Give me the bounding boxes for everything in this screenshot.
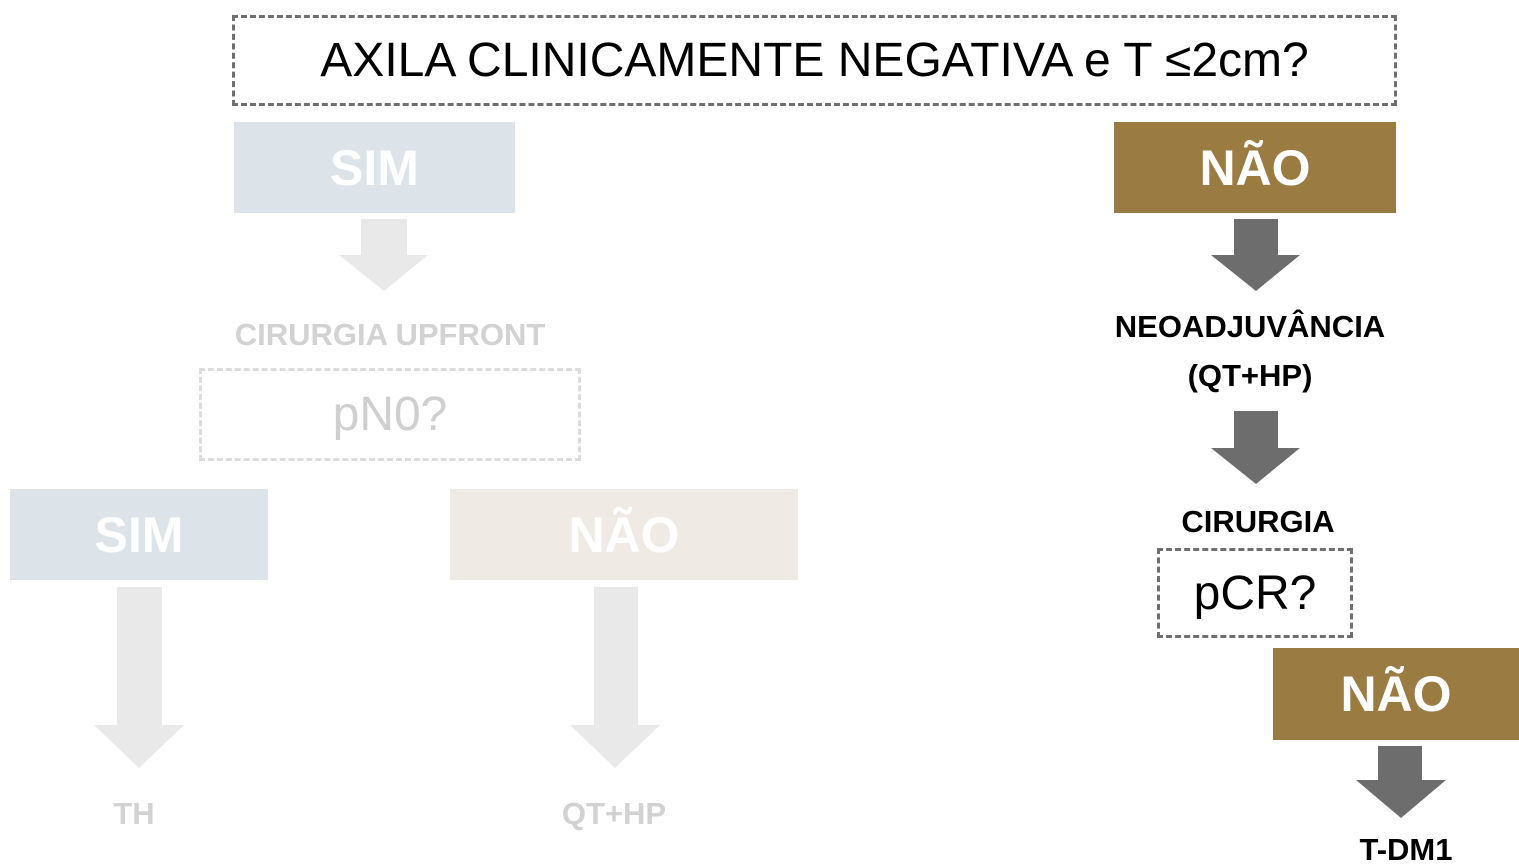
arrow <box>94 587 184 768</box>
treatment-label: QT+HP <box>561 796 667 831</box>
step-label: (QT+HP) <box>1187 358 1313 393</box>
answer-box: NÃO <box>1273 648 1519 740</box>
title-box: AXILA CLINICAMENTE NEGATIVA e T ≤2cm? <box>232 15 1397 106</box>
question-box: pCR? <box>1157 548 1353 638</box>
arrow <box>570 587 660 768</box>
question-box: pN0? <box>199 368 581 461</box>
arrow <box>1211 219 1300 291</box>
answer-box: SIM <box>234 122 515 213</box>
answer-box: SIM <box>10 489 268 580</box>
arrow <box>339 219 428 291</box>
arrow <box>1356 746 1446 818</box>
step-label: NEOADJUVÂNCIA <box>1114 309 1386 344</box>
answer-box: NÃO <box>450 489 798 580</box>
arrow <box>1211 411 1300 484</box>
answer-box: NÃO <box>1114 122 1396 213</box>
treatment-label: T-DM1 <box>1359 832 1453 867</box>
treatment-label: TH <box>113 796 155 831</box>
surgery-label: CIRURGIA <box>1181 504 1335 539</box>
step-label: CIRURGIA UPFRONT <box>234 317 546 352</box>
